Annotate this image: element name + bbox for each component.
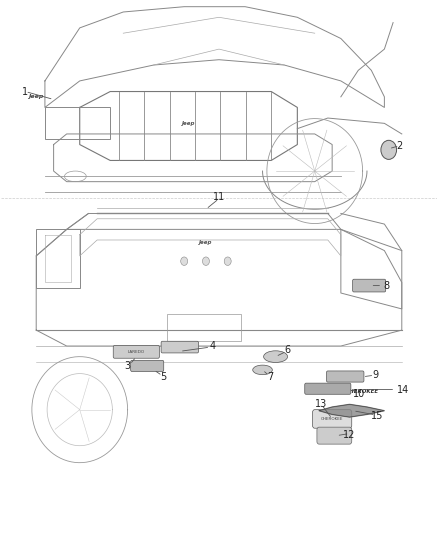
FancyBboxPatch shape	[313, 410, 352, 428]
Polygon shape	[319, 405, 385, 417]
Text: LAREDO: LAREDO	[128, 350, 145, 354]
Text: 1: 1	[22, 86, 28, 96]
Circle shape	[224, 257, 231, 265]
Text: 3: 3	[124, 361, 131, 371]
FancyBboxPatch shape	[305, 383, 351, 394]
Text: 8: 8	[383, 280, 389, 290]
Text: 6: 6	[285, 345, 291, 356]
Text: CHEROKEE: CHEROKEE	[321, 417, 343, 421]
Text: 15: 15	[371, 411, 383, 421]
Text: 11: 11	[213, 191, 225, 201]
Circle shape	[181, 257, 187, 265]
Text: 12: 12	[343, 430, 356, 440]
Text: Jeep: Jeep	[182, 121, 195, 126]
FancyBboxPatch shape	[161, 341, 198, 353]
Text: 4: 4	[209, 341, 215, 351]
FancyBboxPatch shape	[353, 279, 386, 292]
Text: Jeep: Jeep	[199, 240, 213, 245]
FancyBboxPatch shape	[326, 371, 364, 382]
Text: GRAND CHEROKEE: GRAND CHEROKEE	[321, 389, 378, 393]
Text: 10: 10	[353, 389, 365, 399]
Text: 7: 7	[267, 372, 273, 382]
Text: 9: 9	[373, 370, 379, 379]
Text: 2: 2	[396, 141, 403, 151]
Text: Jeep: Jeep	[28, 94, 44, 99]
FancyBboxPatch shape	[317, 427, 352, 444]
Circle shape	[202, 257, 209, 265]
Text: 14: 14	[396, 384, 409, 394]
Text: 13: 13	[315, 399, 327, 409]
Text: 5: 5	[160, 372, 166, 382]
Ellipse shape	[253, 365, 272, 375]
FancyBboxPatch shape	[131, 360, 164, 372]
Circle shape	[381, 140, 396, 159]
FancyBboxPatch shape	[113, 345, 159, 358]
Ellipse shape	[264, 351, 288, 362]
